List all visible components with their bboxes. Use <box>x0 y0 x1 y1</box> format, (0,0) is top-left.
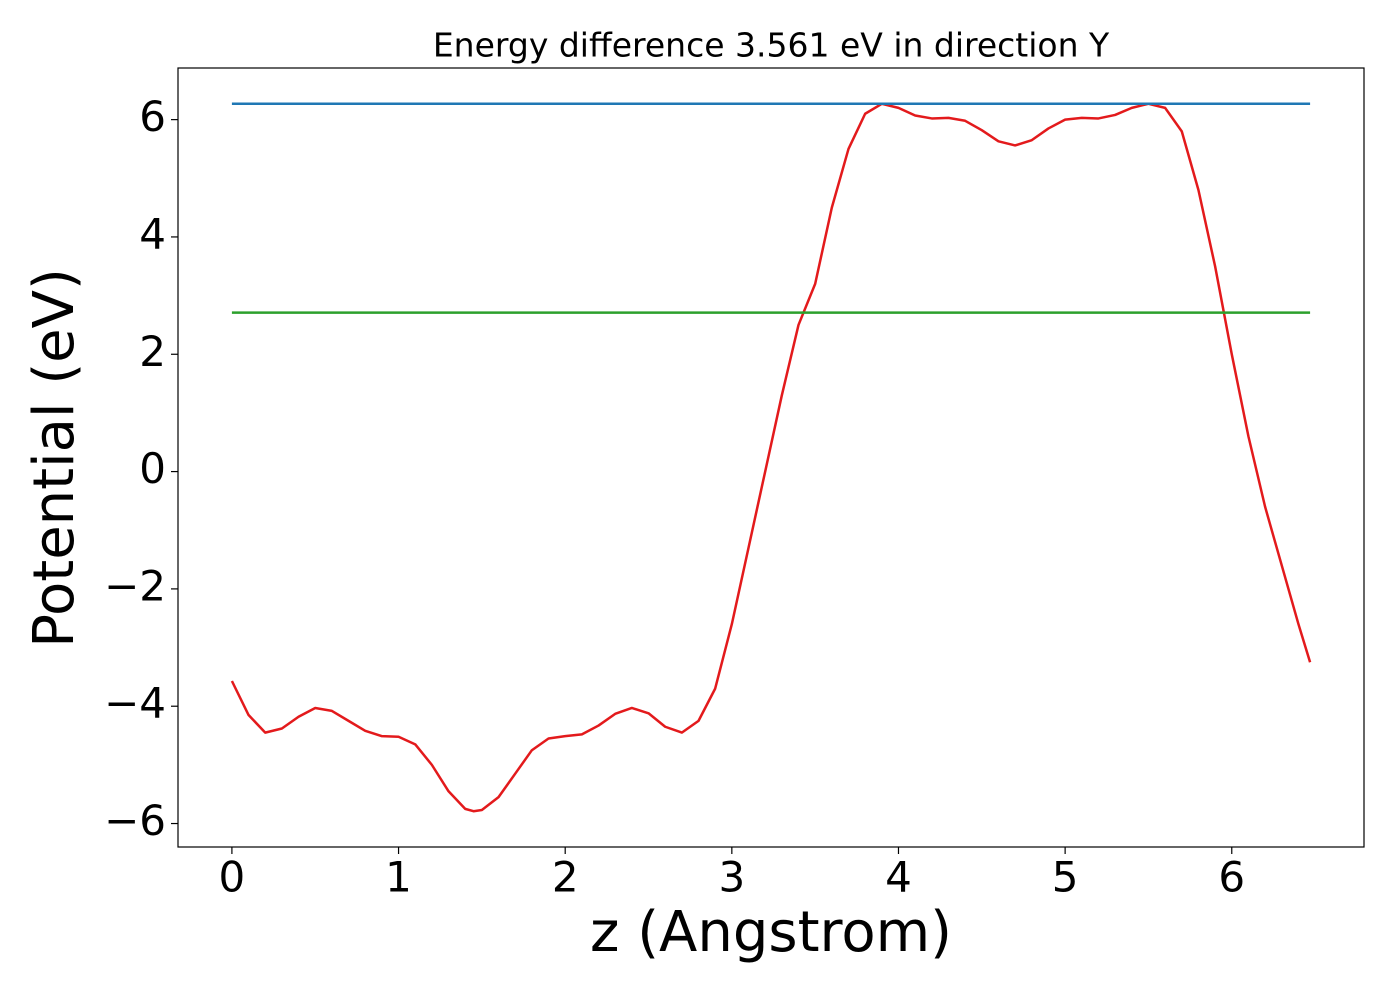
x-tick-label: 3 <box>718 853 745 902</box>
y-tick-label: 6 <box>139 92 166 141</box>
x-axis-label: z (Angstrom) <box>590 900 952 965</box>
x-tick-label: 1 <box>385 853 412 902</box>
x-tick-label: 6 <box>1218 853 1245 902</box>
x-tick-label: 2 <box>552 853 579 902</box>
chart-title: Energy difference 3.561 eV in direction … <box>433 26 1110 65</box>
y-axis-label: Potential (eV) <box>22 268 87 648</box>
y-tick-label: −2 <box>104 561 166 610</box>
line-series <box>230 102 1312 813</box>
y-tick-label: 0 <box>139 444 166 493</box>
y-tick-label: −6 <box>104 796 166 845</box>
y-tick-label: 2 <box>139 327 166 376</box>
y-tick-label: 4 <box>139 209 166 258</box>
x-tick-label: 4 <box>885 853 912 902</box>
x-tick-label: 5 <box>1052 853 1079 902</box>
plot-frame <box>177 67 1365 848</box>
y-tick-label: −4 <box>104 679 166 728</box>
x-tick-label: 0 <box>219 853 246 902</box>
